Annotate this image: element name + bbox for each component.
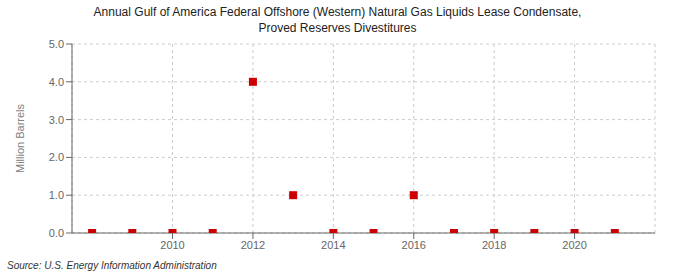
svg-text:5.0: 5.0: [49, 38, 64, 50]
svg-text:0.0: 0.0: [49, 227, 64, 239]
svg-text:Million Barrels: Million Barrels: [14, 103, 26, 173]
svg-text:2018: 2018: [482, 239, 506, 251]
svg-text:2.0: 2.0: [49, 151, 64, 163]
svg-text:2016: 2016: [402, 239, 426, 251]
html-text:Annual Gulf of America Federal: Annual Gulf of America Federal Offshore …: [93, 5, 582, 19]
svg-text:2014: 2014: [321, 239, 345, 251]
html-text:Proved Reserves Divestitures: Proved Reserves Divestitures: [258, 21, 417, 35]
svg-text:2010: 2010: [160, 239, 184, 251]
svg-text:3.0: 3.0: [49, 114, 64, 126]
svg-text:4.0: 4.0: [49, 76, 64, 88]
svg-text:2020: 2020: [562, 239, 586, 251]
svg-text:1.0: 1.0: [49, 189, 64, 201]
svg-text:2012: 2012: [241, 239, 265, 251]
html-text:Source: U.S. Energy Informatio: Source: U.S. Energy Information Administ…: [7, 260, 217, 271]
